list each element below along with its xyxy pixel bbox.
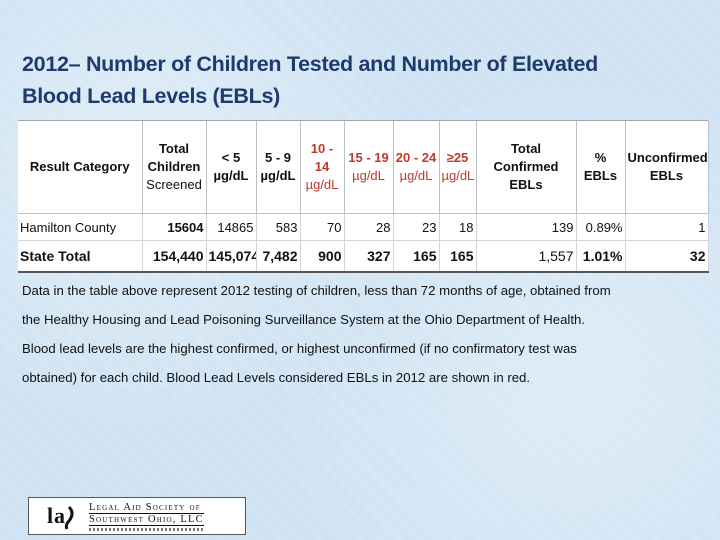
cell-unconfirmed: 1	[625, 213, 709, 241]
svg-text:a: a	[54, 503, 65, 528]
legal-aid-logo: l a Legal Aid Society of Southwest Ohio,…	[28, 497, 246, 535]
cell-total: 154,440	[142, 240, 207, 273]
cell-15-19: 327	[344, 240, 394, 273]
cell-lt5: 145,074	[206, 240, 257, 273]
svg-text:l: l	[47, 503, 53, 528]
logo-text-line1: Legal Aid Society of	[89, 501, 201, 513]
cell-pct-ebls: 0.89%	[576, 213, 626, 241]
header-gte25: ≥25 µg/dL	[439, 121, 477, 214]
cell-10-14: 70	[300, 213, 345, 241]
cell-pct-ebls: 1.01%	[576, 240, 626, 273]
cell-total-confirmed: 1,557	[476, 240, 577, 273]
cell-unconfirmed: 32	[625, 240, 709, 273]
cell-5-9: 583	[256, 213, 301, 241]
ebl-table-container: Result Category Total Children Screened <…	[18, 120, 709, 273]
header-15-19: 15 - 19 µg/dL	[344, 121, 394, 214]
table-header-row: Result Category Total Children Screened <…	[18, 121, 709, 214]
cell-5-9: 7,482	[256, 240, 301, 273]
cell-10-14: 900	[300, 240, 345, 273]
logo-tagline-dots	[89, 527, 204, 531]
cell-lt5: 14865	[206, 213, 257, 241]
logo-text-line2: Southwest Ohio, LLC	[89, 512, 204, 526]
cell-gte25: 18	[439, 213, 477, 241]
header-5-9: 5 - 9 µg/dL	[256, 121, 301, 214]
las-logo-mark-icon: l a	[47, 501, 83, 531]
cell-category: State Total	[18, 240, 143, 273]
header-lt5: < 5 µg/dL	[206, 121, 257, 214]
table-footnote: Data in the table above represent 2012 t…	[22, 283, 611, 385]
header-unconfirmed: Unconfirmed EBLs	[625, 121, 709, 214]
page-title: 2012– Number of Children Tested and Numb…	[22, 52, 598, 108]
header-10-14: 10 - 14 µg/dL	[300, 121, 345, 214]
cell-20-24: 23	[393, 213, 440, 241]
cell-total-confirmed: 139	[476, 213, 577, 241]
table-row: Hamilton County 15604 14865 583 70 28 23…	[18, 213, 709, 241]
cell-category: Hamilton County	[18, 213, 143, 241]
header-result-category: Result Category	[18, 121, 143, 214]
cell-20-24: 165	[393, 240, 440, 273]
header-total-confirmed: Total Confirmed EBLs	[476, 121, 577, 214]
cell-gte25: 165	[439, 240, 477, 273]
table-row: State Total 154,440 145,074 7,482 900 32…	[18, 240, 709, 273]
header-total-children: Total Children Screened	[142, 121, 207, 214]
cell-total: 15604	[142, 213, 207, 241]
ebl-table: Result Category Total Children Screened <…	[18, 121, 709, 273]
header-20-24: 20 - 24 µg/dL	[393, 121, 440, 214]
header-pct-ebls: % EBLs	[576, 121, 626, 214]
cell-15-19: 28	[344, 213, 394, 241]
